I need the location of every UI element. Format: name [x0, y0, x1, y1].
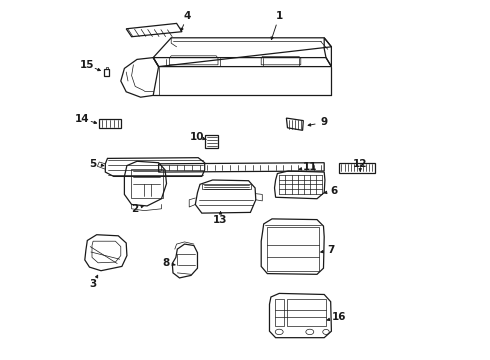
Text: 3: 3 — [90, 279, 97, 289]
Text: 9: 9 — [320, 117, 328, 127]
Text: 10: 10 — [190, 132, 205, 142]
Text: 4: 4 — [184, 11, 191, 21]
Text: 15: 15 — [79, 60, 94, 70]
Text: 8: 8 — [162, 258, 170, 268]
Text: 7: 7 — [328, 245, 335, 255]
Text: 1: 1 — [275, 11, 283, 21]
Text: 16: 16 — [331, 312, 346, 322]
Text: 6: 6 — [331, 186, 338, 196]
Text: 11: 11 — [302, 162, 317, 172]
Text: 2: 2 — [132, 204, 139, 214]
Text: 14: 14 — [75, 114, 90, 124]
Text: 12: 12 — [353, 159, 368, 169]
Text: 13: 13 — [213, 215, 228, 225]
Text: 5: 5 — [90, 159, 97, 169]
